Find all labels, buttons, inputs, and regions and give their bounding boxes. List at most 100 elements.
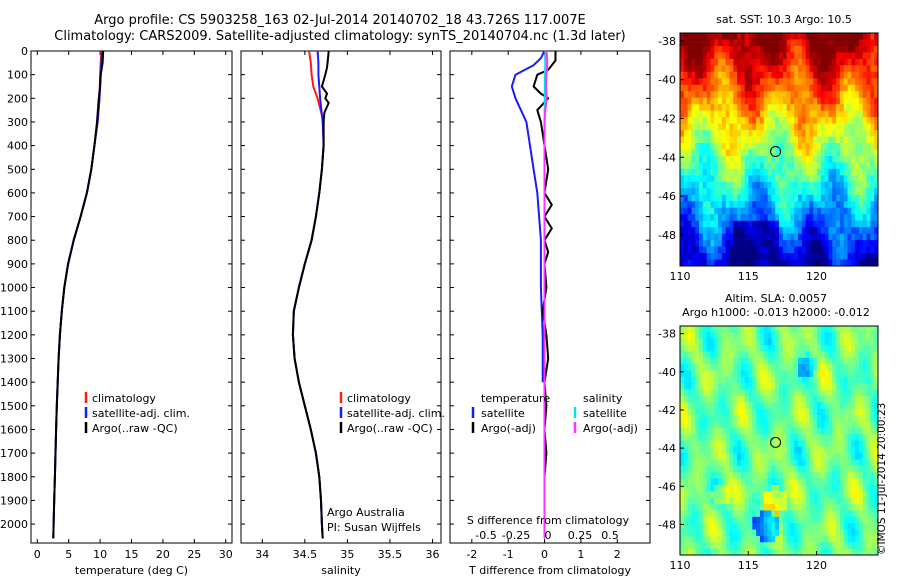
map-cell bbox=[744, 332, 749, 340]
map-cell bbox=[786, 246, 791, 254]
map-cell bbox=[740, 246, 746, 254]
map-cell bbox=[740, 110, 746, 118]
map-cell bbox=[786, 52, 791, 60]
map-cell bbox=[858, 535, 864, 543]
map-cell bbox=[794, 52, 799, 60]
map-cell bbox=[771, 465, 776, 473]
map-cell bbox=[748, 91, 753, 99]
map-cell bbox=[721, 421, 727, 429]
map-cell bbox=[702, 345, 708, 352]
map-cell bbox=[828, 485, 833, 492]
map-cell bbox=[836, 548, 841, 556]
map-cell bbox=[820, 408, 826, 416]
map-cell bbox=[695, 246, 700, 254]
map-cell bbox=[691, 91, 696, 99]
map-cell bbox=[790, 227, 795, 235]
map-cell bbox=[687, 345, 692, 352]
map-cell bbox=[740, 389, 746, 397]
map-cell bbox=[683, 149, 689, 157]
map-cell bbox=[870, 207, 875, 215]
map-cell bbox=[858, 408, 864, 416]
map-cell bbox=[809, 207, 814, 215]
map-cell bbox=[779, 33, 784, 40]
map-cell bbox=[710, 453, 715, 460]
map-cell bbox=[729, 246, 734, 254]
map-cell bbox=[691, 357, 696, 365]
map-cell bbox=[870, 395, 875, 403]
map-cell bbox=[870, 220, 875, 228]
map-cell bbox=[691, 259, 696, 267]
map-cell bbox=[695, 529, 700, 537]
map-cell bbox=[706, 376, 711, 384]
map-cell bbox=[851, 357, 856, 365]
map-cell bbox=[775, 357, 780, 365]
map-cell bbox=[874, 130, 879, 137]
map-cell bbox=[836, 52, 841, 60]
map-cell bbox=[759, 233, 765, 241]
map-cell bbox=[832, 97, 837, 105]
map-cell bbox=[702, 188, 708, 196]
map-cell bbox=[680, 123, 685, 131]
map-cell bbox=[740, 71, 746, 79]
map-cell bbox=[771, 504, 776, 511]
map-cell bbox=[779, 201, 784, 209]
map-cell bbox=[828, 168, 833, 176]
map-cell bbox=[748, 155, 753, 163]
map-cell bbox=[748, 220, 753, 228]
map-cell bbox=[855, 246, 860, 254]
map-cell bbox=[733, 91, 738, 99]
map-cell bbox=[813, 523, 818, 530]
map-cell bbox=[737, 149, 742, 157]
map-cell bbox=[851, 259, 856, 267]
map-cell bbox=[710, 155, 715, 163]
map-cell bbox=[805, 123, 810, 131]
map-cell bbox=[725, 523, 730, 530]
map-cell bbox=[691, 421, 696, 429]
map-cell bbox=[706, 123, 711, 131]
map-cell bbox=[828, 52, 833, 60]
map-cell bbox=[862, 548, 867, 556]
map-cell bbox=[752, 376, 757, 384]
map-cell bbox=[737, 104, 742, 112]
map-cell bbox=[858, 485, 864, 492]
map-cell bbox=[801, 415, 807, 422]
map-cell bbox=[843, 408, 848, 416]
map-cell bbox=[866, 516, 871, 524]
map-cell bbox=[683, 523, 689, 530]
map-cell bbox=[718, 542, 723, 550]
map-cell bbox=[782, 395, 788, 403]
map-cell bbox=[729, 485, 734, 492]
map-cell bbox=[763, 434, 768, 441]
map-cell bbox=[718, 472, 723, 480]
map-cell bbox=[801, 453, 807, 460]
map-cell bbox=[683, 259, 689, 267]
map-cell bbox=[870, 408, 875, 416]
map-cell bbox=[763, 39, 768, 47]
x-tick-label: 10 bbox=[93, 548, 107, 561]
map-cell bbox=[691, 542, 696, 550]
map-cell bbox=[740, 143, 746, 150]
map-cell bbox=[824, 338, 829, 346]
map-cell bbox=[858, 364, 864, 371]
map-cell bbox=[683, 351, 689, 359]
map-cell bbox=[744, 326, 749, 333]
map-cell bbox=[801, 33, 807, 40]
map-cell bbox=[759, 357, 765, 365]
map-cell bbox=[839, 207, 845, 215]
map-cell bbox=[801, 240, 807, 247]
map-cell bbox=[839, 415, 845, 422]
map-cell bbox=[779, 535, 784, 543]
map-cell bbox=[836, 427, 841, 435]
map-cell bbox=[744, 123, 749, 131]
map-cell bbox=[836, 389, 841, 397]
map-cell bbox=[782, 181, 788, 189]
map-cell bbox=[771, 485, 776, 492]
map-cell bbox=[862, 440, 867, 448]
map-cell bbox=[737, 383, 742, 391]
map-cell bbox=[695, 130, 700, 137]
map-cell bbox=[767, 162, 772, 170]
map-cell bbox=[771, 78, 776, 86]
map-cell bbox=[752, 65, 757, 73]
map-cell bbox=[683, 421, 689, 429]
map-cell bbox=[809, 33, 814, 40]
